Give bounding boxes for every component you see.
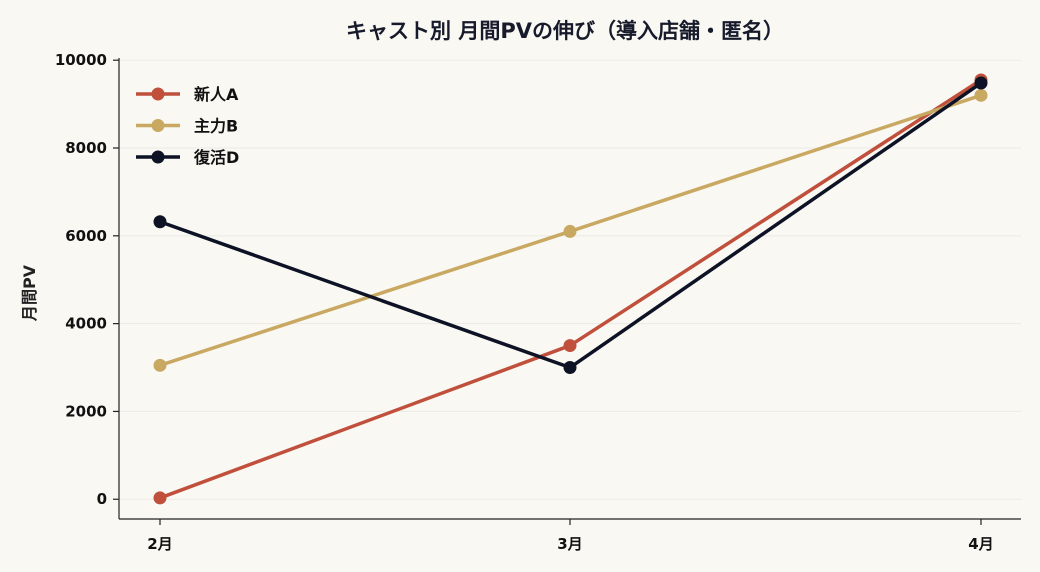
y-tick-label: 4000 [65,315,107,333]
legend: 新人A 主力B 復活D [136,85,239,167]
legend-item: 主力B [136,117,238,136]
series [153,73,988,505]
legend-swatch-marker [151,119,165,132]
x-tick-label: 3月 [557,535,582,553]
x-tick-label: 4月 [968,535,993,553]
legend-swatch-marker [151,87,165,101]
series-3 [153,76,988,375]
data-point [563,339,577,353]
data-point [974,88,988,102]
data-point [153,491,167,505]
y-tick-label: 8000 [65,139,107,157]
y-tick-label: 10000 [55,51,107,69]
data-point [153,358,167,372]
data-point [563,224,577,238]
data-point [974,76,988,90]
chart-title: キャスト別 月間PVの伸び（導入店舗・匿名） [346,19,784,43]
legend-item: 復活D [136,148,239,167]
gridlines [119,59,1021,500]
legend-swatch-marker [151,150,165,164]
legend-item: 新人A [136,85,239,104]
legend-label: 新人A [194,85,239,104]
legend-label: 復活D [193,148,239,167]
data-point [563,361,577,375]
y-tick-label: 0 [97,490,107,508]
y-axis-title: 月間PV [20,264,39,322]
y-tick-label: 2000 [65,402,107,420]
y-tick-label: 6000 [65,227,107,245]
legend-label: 主力B [194,117,238,136]
axes: 0 2000 4000 6000 8000 10000 2月 3月 4月 [55,51,1021,553]
data-point [153,215,167,229]
series-2 [153,88,988,372]
x-tick-label: 2月 [147,535,172,553]
